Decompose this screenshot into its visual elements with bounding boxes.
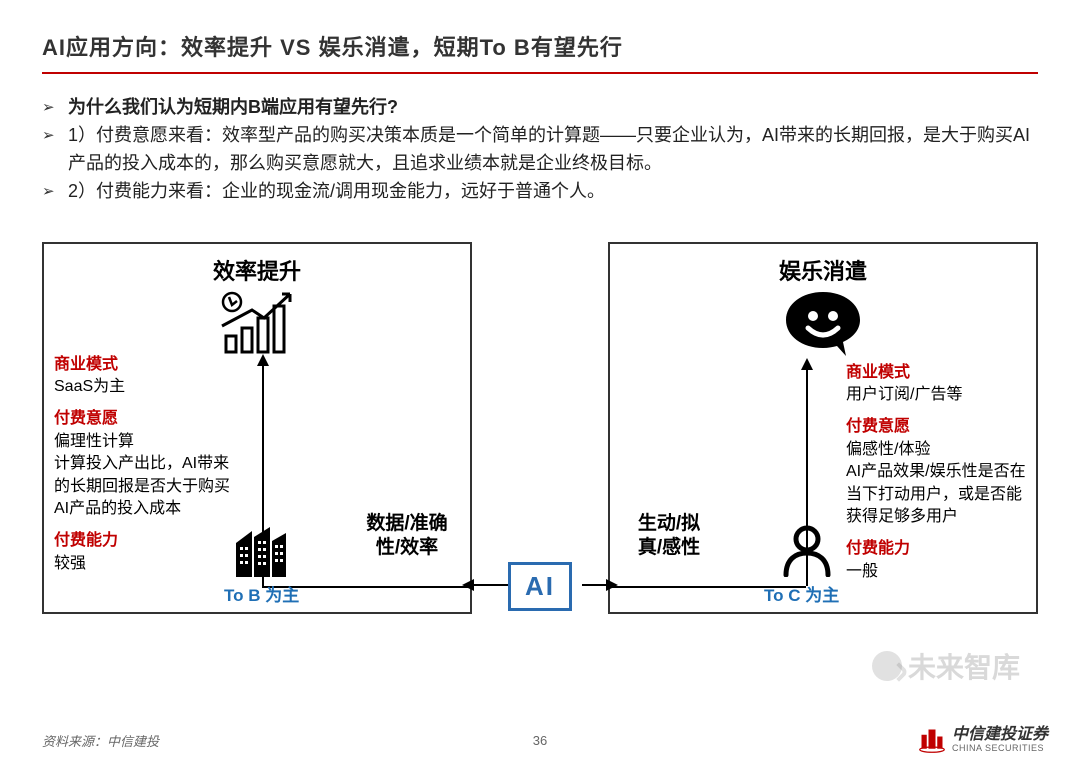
connector-right (582, 584, 608, 586)
attr-body: SaaS为主 (54, 376, 232, 398)
attr-heading: 付费意愿 (846, 416, 1026, 438)
attr-heading: 付费能力 (54, 530, 232, 552)
growth-chart-icon (44, 288, 470, 363)
attr-heading: 商业模式 (846, 362, 1026, 384)
bullet-list: ➢为什么我们认为短期内B端应用有望先行? ➢1）付费意愿来看：效率型产品的购买决… (42, 94, 1038, 206)
panel-toc-title: 娱乐消遣 (610, 254, 1036, 286)
bullet-q: 为什么我们认为短期内B端应用有望先行? (68, 94, 1038, 122)
attr-body: 较强 (54, 553, 232, 575)
right-connector-label: 生动/拟真/感性 (614, 512, 724, 561)
attr-body: 偏感性/体验 (846, 439, 1026, 461)
source-label: 资料来源：中信建投 (42, 731, 159, 750)
title-divider (42, 72, 1038, 74)
attr-body: 用户订阅/广告等 (846, 384, 1026, 406)
logo-icon (918, 726, 946, 754)
slide-title: AI应用方向：效率提升 VS 娱乐消遣，短期To B有望先行 (42, 30, 1038, 72)
attr-heading: 付费能力 (846, 538, 1026, 560)
attr-heading: 商业模式 (54, 354, 232, 376)
arrow-right (606, 579, 618, 591)
person-icon (780, 525, 834, 582)
ai-node: AI (508, 562, 572, 611)
company-name-zh: 中信建投证券 (952, 727, 1048, 743)
company-name-en: CHINA SECURITIES (952, 743, 1048, 753)
attr-body: 一般 (846, 561, 1026, 583)
smiley-chat-icon (610, 288, 1036, 365)
toc-bottom-label: To C 为主 (764, 581, 839, 606)
bullet-p1: 1）付费意愿来看：效率型产品的购买决策本质是一个简单的计算题——只要企业认为，A… (68, 122, 1038, 178)
building-icon (230, 527, 292, 582)
arrow-left (462, 579, 474, 591)
footer: 资料来源：中信建投 36 中信建投证券 CHINA SECURITIES (0, 714, 1080, 766)
attr-body: 计算投入产出比，AI带来的长期回报是否大于购买AI产品的投入成本 (54, 453, 232, 520)
bullet-p2: 2）付费能力来看：企业的现金流/调用现金能力，远好于普通个人。 (68, 178, 1038, 206)
left-connector-label: 数据/准确性/效率 (342, 512, 472, 561)
diagram: 效率提升 (42, 224, 1038, 644)
toc-attributes: 商业模式用户订阅/广告等付费意愿偏感性/体验AI产品效果/娱乐性是否在当下打动用… (846, 362, 1026, 584)
tob-bottom-label: To B 为主 (224, 581, 299, 606)
page-number: 36 (533, 733, 547, 748)
company-logo: 中信建投证券 CHINA SECURITIES (918, 726, 1048, 754)
attr-heading: 付费意愿 (54, 408, 232, 430)
connector-left (472, 584, 508, 586)
attr-body: AI产品效果/娱乐性是否在当下打动用户，或是否能获得足够多用户 (846, 461, 1026, 528)
watermark: 未来智库 (872, 646, 1020, 686)
tob-attributes: 商业模式SaaS为主付费意愿偏理性计算计算投入产出比，AI带来的长期回报是否大于… (54, 354, 232, 576)
attr-body: 偏理性计算 (54, 431, 232, 453)
panel-tob-title: 效率提升 (44, 254, 470, 286)
